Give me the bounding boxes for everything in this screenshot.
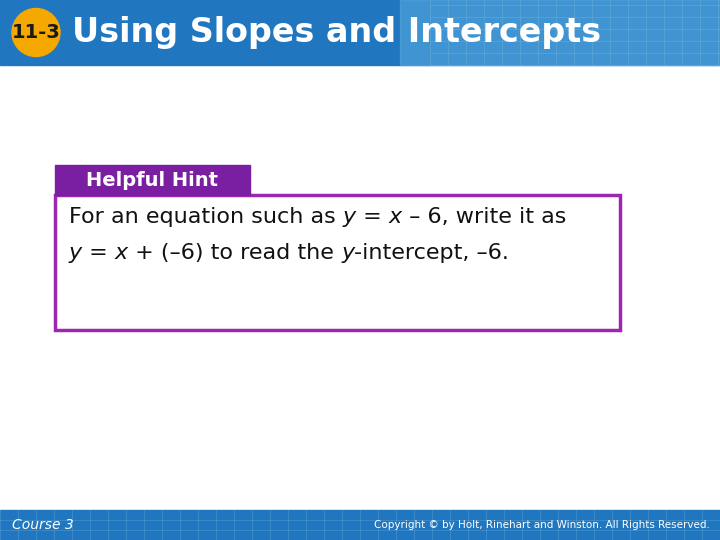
Text: x: x [115,243,128,263]
Text: Helpful Hint: Helpful Hint [86,171,218,190]
Text: =: = [356,207,389,227]
Text: 11-3: 11-3 [12,23,60,42]
Text: y: y [341,243,354,263]
Text: Using Slopes and Intercepts: Using Slopes and Intercepts [72,16,601,49]
Text: Course 3: Course 3 [12,518,73,532]
Text: + (–6) to read the: + (–6) to read the [128,243,341,263]
Text: Copyright © by Holt, Rinehart and Winston. All Rights Reserved.: Copyright © by Holt, Rinehart and Winsto… [374,520,710,530]
Bar [400,0,720,65]
Text: x: x [389,207,402,227]
FancyBboxPatch shape [55,195,620,330]
Text: y: y [343,207,356,227]
Bar [0,510,720,540]
Text: =: = [82,243,115,263]
Text: y: y [69,243,82,263]
Circle shape [12,9,60,57]
Bar [0,0,720,65]
Text: – 6, write it as: – 6, write it as [402,207,567,227]
Text: For an equation such as: For an equation such as [69,207,343,227]
Text: -intercept, –6.: -intercept, –6. [354,243,509,263]
Bar [55,165,250,195]
